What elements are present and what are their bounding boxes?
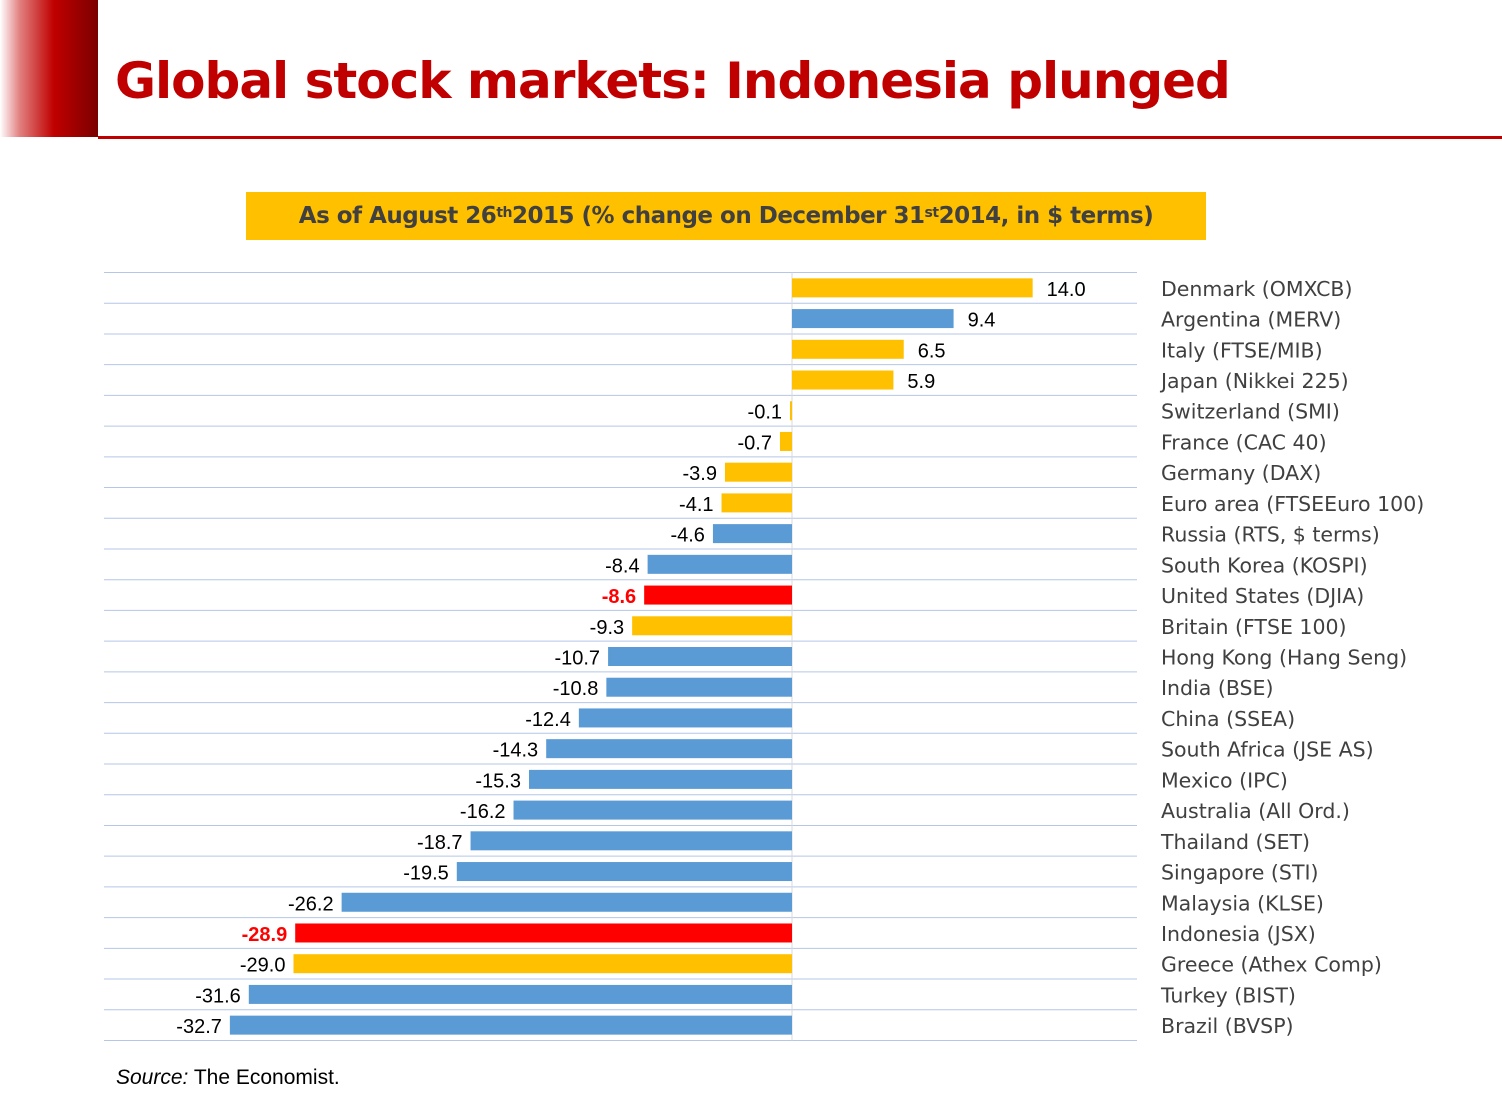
- bar: [606, 677, 792, 697]
- category-label: Brazil (BVSP): [1161, 1014, 1294, 1038]
- category-label: Denmark (OMXCB): [1161, 277, 1353, 301]
- category-label: South Africa (JSE AS): [1161, 738, 1374, 762]
- data-label: 5.9: [907, 371, 935, 393]
- data-label: 14.0: [1047, 279, 1086, 301]
- data-label: -10.7: [554, 648, 600, 670]
- bar: [513, 800, 792, 820]
- data-label: -8.6: [602, 586, 636, 608]
- category-label: Malaysia (KLSE): [1161, 891, 1324, 915]
- data-label: -10.8: [553, 678, 599, 700]
- category-label: China (SSEA): [1161, 707, 1295, 731]
- category-label: Argentina (MERV): [1161, 308, 1341, 332]
- category-label: United States (DJIA): [1161, 584, 1364, 608]
- data-label: -28.9: [242, 924, 288, 946]
- data-label: -26.2: [288, 893, 334, 915]
- category-label: Switzerland (SMI): [1161, 400, 1340, 424]
- bar: [608, 647, 792, 666]
- bar: [647, 554, 792, 574]
- data-label: -4.1: [679, 494, 713, 516]
- category-label: India (BSE): [1161, 676, 1274, 700]
- data-label: -9.3: [590, 617, 624, 639]
- data-label: -0.7: [737, 432, 771, 454]
- bar: [632, 616, 792, 636]
- data-label: -31.6: [195, 985, 241, 1007]
- slide-title: Global stock markets: Indonesia plunged: [115, 52, 1231, 110]
- bar: [295, 923, 792, 943]
- category-label: South Korea (KOSPI): [1161, 553, 1368, 577]
- category-label: Euro area (FTSEEuro 100): [1161, 492, 1424, 516]
- bar: [528, 769, 792, 789]
- bar: [792, 339, 904, 359]
- bar: [229, 1015, 793, 1035]
- category-label: Hong Kong (Hang Seng): [1161, 646, 1407, 670]
- data-label: 6.5: [918, 340, 946, 362]
- data-label: -0.1: [748, 402, 782, 424]
- data-label: -15.3: [475, 770, 521, 792]
- bar: [792, 309, 954, 329]
- bar: [724, 462, 792, 482]
- bar: [248, 984, 792, 1004]
- source-label: Source:: [116, 1066, 189, 1089]
- category-label: Japan (Nikkei 225): [1159, 369, 1349, 393]
- category-label: Singapore (STI): [1161, 861, 1319, 885]
- data-label: -14.3: [493, 740, 539, 762]
- source-note: Source: The Economist.: [116, 1066, 340, 1090]
- bar: [341, 892, 792, 912]
- bar: [578, 708, 792, 728]
- category-label: Britain (FTSE 100): [1161, 615, 1347, 639]
- bar: [470, 831, 792, 851]
- subtitle-sup-2: st: [924, 205, 940, 221]
- bar: [721, 493, 792, 513]
- category-label: Thailand (SET): [1160, 830, 1310, 854]
- category-label: Indonesia (JSX): [1161, 922, 1316, 946]
- bar: [456, 862, 792, 882]
- category-label: Greece (Athex Comp): [1161, 953, 1382, 977]
- bar: [779, 431, 792, 451]
- bar: [546, 739, 792, 759]
- data-label: -19.5: [403, 863, 449, 885]
- category-label: Mexico (IPC): [1161, 768, 1288, 792]
- category-label: France (CAC 40): [1161, 430, 1327, 454]
- subtitle-sup-1: th: [496, 205, 512, 221]
- bar: [792, 370, 894, 390]
- title-underline: [98, 136, 1502, 139]
- data-label: -29.0: [240, 955, 286, 977]
- subtitle-part-3: 2014, in $ terms): [938, 203, 1154, 229]
- category-label: Germany (DAX): [1161, 461, 1321, 485]
- bar: [712, 524, 792, 544]
- source-text: The Economist.: [193, 1066, 340, 1089]
- data-label: -8.4: [605, 555, 639, 577]
- title-accent-block: [0, 0, 98, 137]
- data-label: -12.4: [525, 709, 571, 731]
- subtitle-part-2: 2015 (% change on December 31: [511, 203, 925, 229]
- bar: [792, 278, 1033, 298]
- bar-chart: 14.0 Denmark (OMXCB) 9.4 Argentina (MERV) 6.…: [104, 272, 1424, 1041]
- data-label: -4.6: [670, 525, 704, 547]
- category-label: Turkey (BIST): [1160, 983, 1296, 1007]
- data-label: -3.9: [682, 463, 716, 485]
- bar: [790, 401, 792, 421]
- subtitle-part-1: As of August 26: [298, 203, 497, 229]
- data-label: -32.7: [176, 1016, 222, 1038]
- data-label: -16.2: [460, 801, 506, 823]
- data-label: 9.4: [968, 310, 996, 332]
- data-label: -18.7: [417, 832, 463, 854]
- category-label: Italy (FTSE/MIB): [1161, 338, 1323, 362]
- category-label: Australia (All Ord.): [1161, 799, 1350, 823]
- bar: [644, 585, 792, 605]
- bar: [293, 954, 792, 974]
- category-label: Russia (RTS, $ terms): [1161, 523, 1380, 547]
